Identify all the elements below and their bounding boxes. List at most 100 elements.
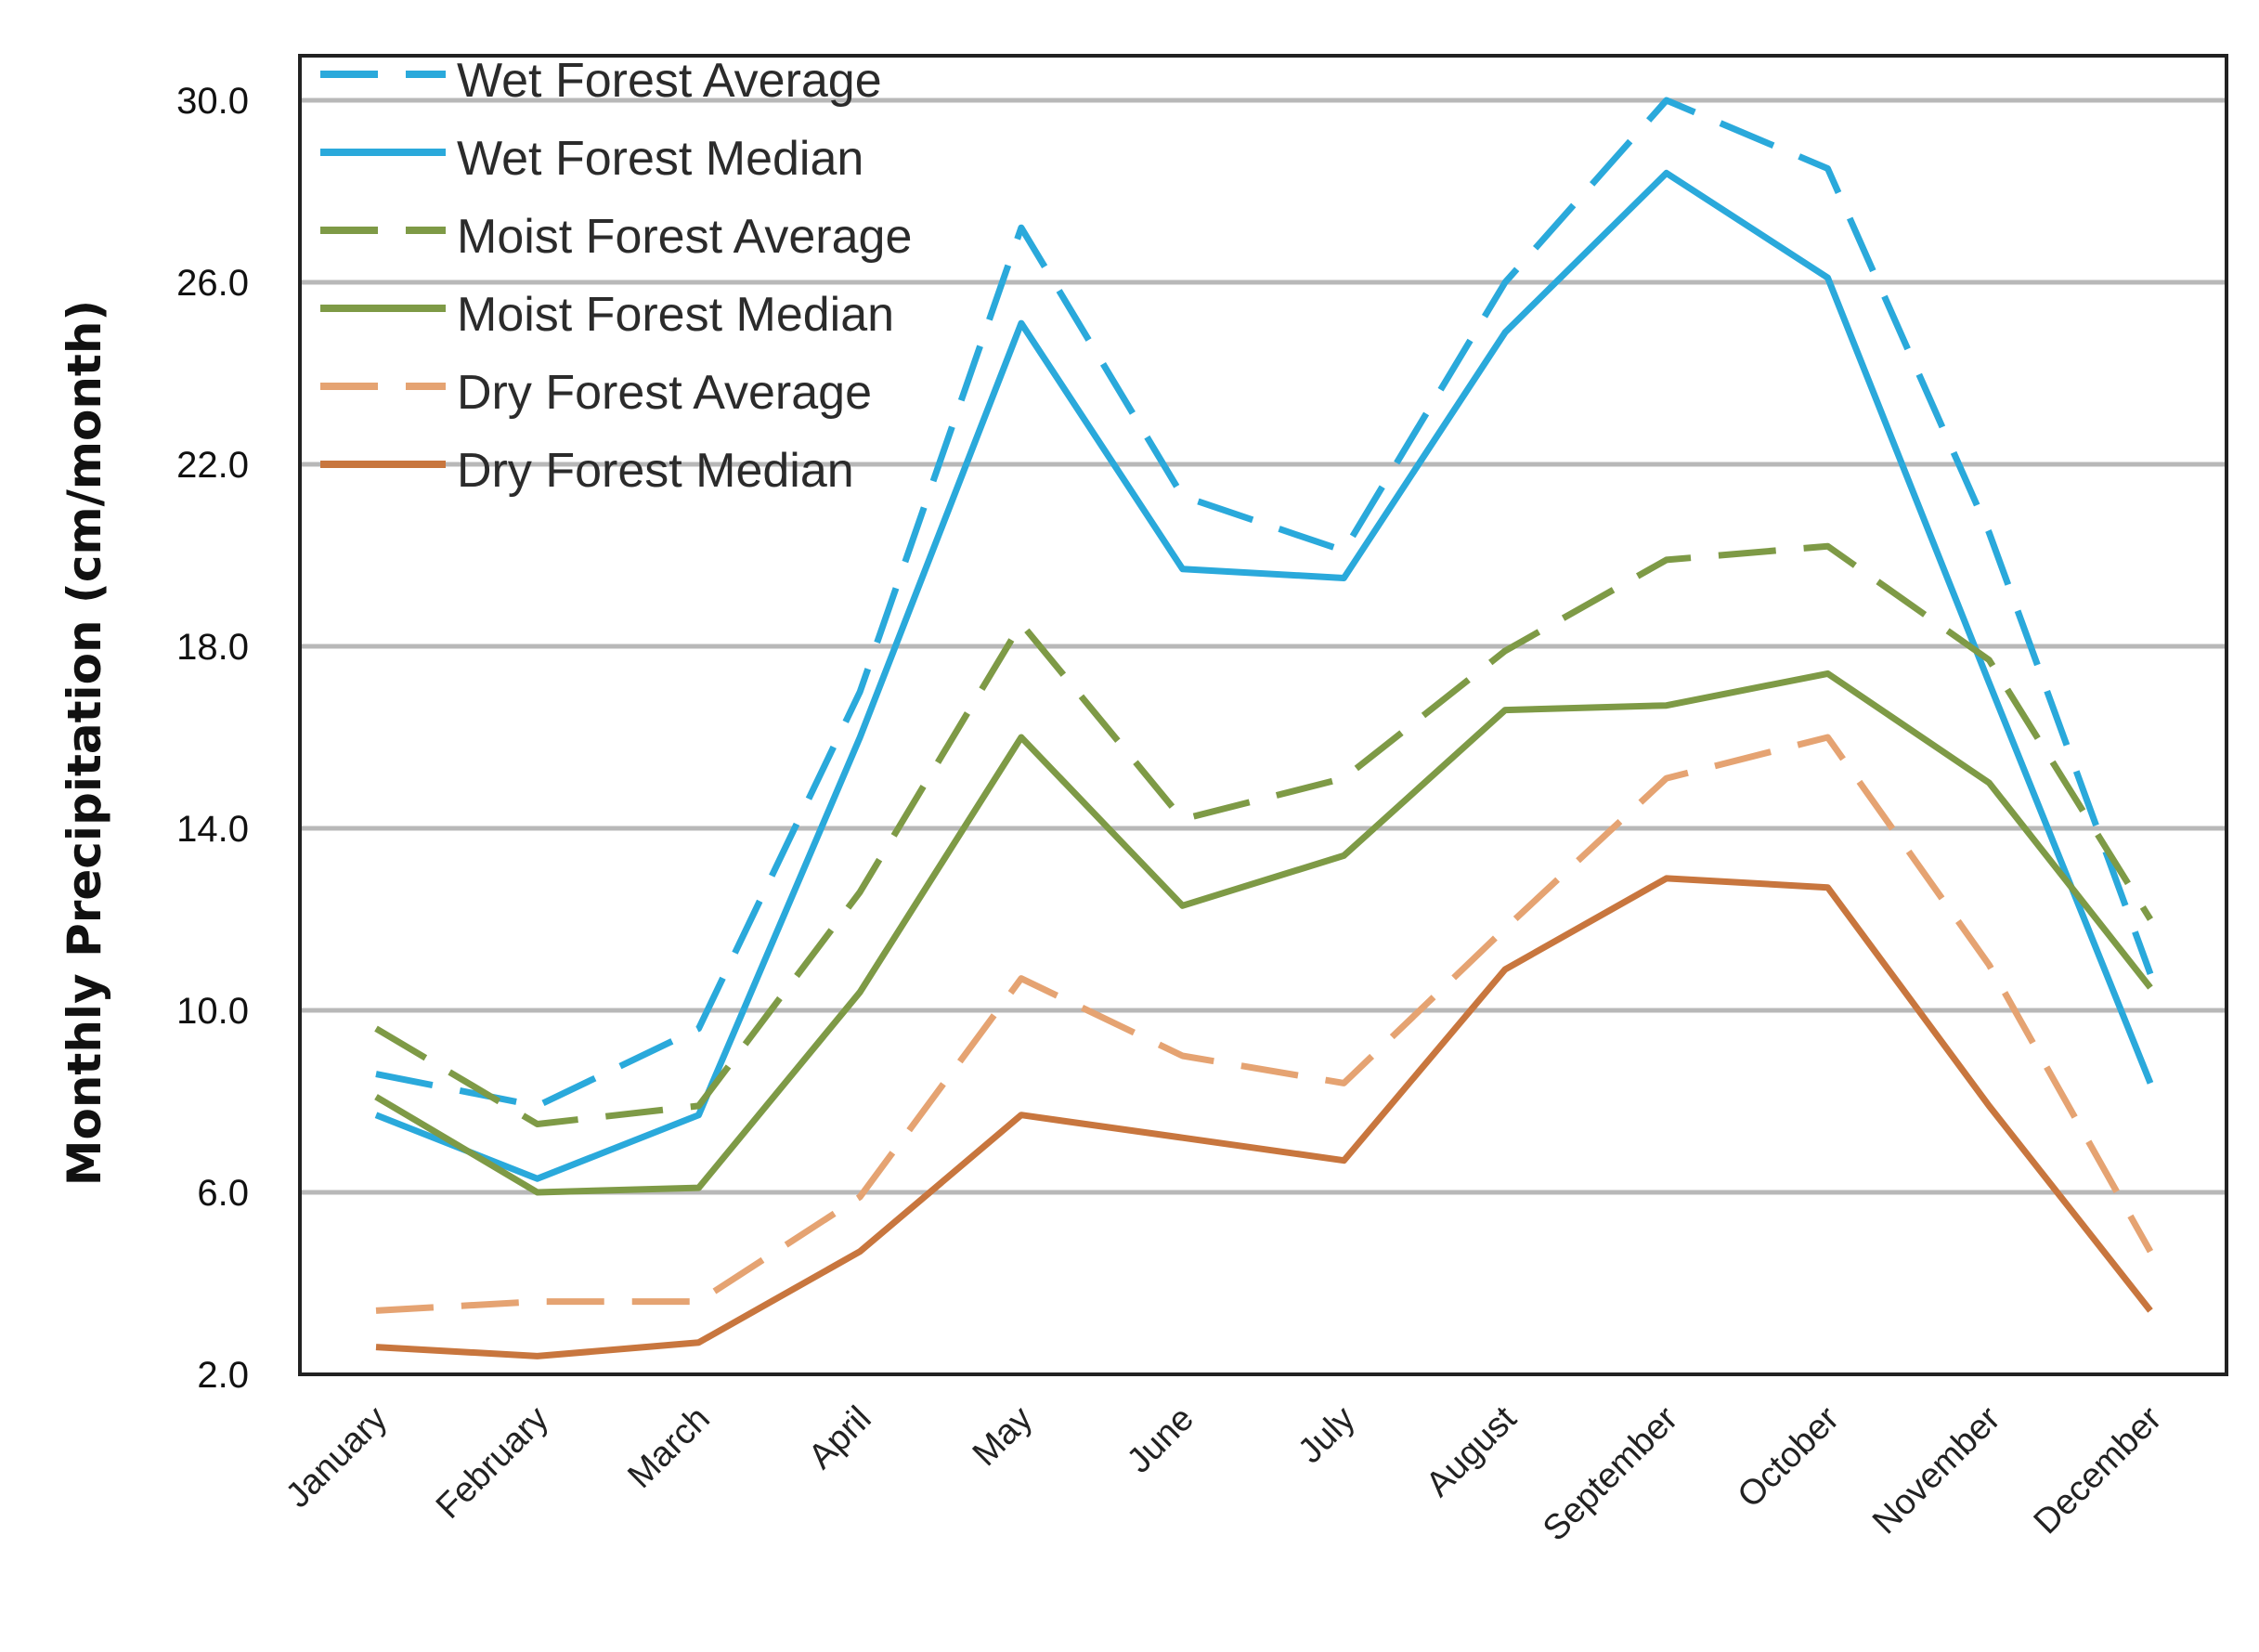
y-axis-label: Monthly Precipitation (cm/month) (58, 300, 111, 1187)
data-point (1501, 707, 1509, 714)
data-point (695, 1298, 702, 1306)
data-point (1501, 279, 1509, 286)
data-point (1018, 620, 1025, 628)
data-point (372, 1093, 380, 1100)
data-point (1985, 657, 1993, 664)
data-point (1663, 169, 1670, 176)
y-tick-label: 30.0 (176, 81, 249, 122)
series-moist-forest-average (372, 542, 2154, 1128)
data-point (695, 1102, 702, 1110)
legend-item[interactable]: Dry Forest Average (320, 366, 872, 420)
data-point (1663, 702, 1670, 709)
data-point (1340, 575, 1347, 582)
legend-label: Moist Forest Average (457, 210, 912, 264)
y-tick-label: 2.0 (197, 1355, 249, 1396)
series-lines (372, 97, 2154, 1359)
data-point (2147, 1079, 2154, 1086)
legend-item[interactable]: Dry Forest Median (320, 444, 854, 498)
data-point (1501, 925, 1509, 932)
data-point (1179, 1134, 1187, 1141)
data-point (1501, 647, 1509, 655)
data-point (1501, 329, 1509, 336)
data-point (1501, 966, 1509, 973)
series-wet-forest-median (372, 169, 2154, 1182)
data-point (1663, 556, 1670, 564)
series-line (375, 875, 2153, 1359)
data-point (1179, 566, 1187, 573)
data-point (1018, 224, 1025, 231)
data-point (2147, 984, 2154, 992)
data-point (1340, 1079, 1347, 1086)
legend-label: Dry Forest Average (457, 366, 872, 420)
data-point (856, 988, 863, 995)
data-point (1340, 547, 1347, 554)
data-point (1824, 542, 1832, 550)
y-tick-label: 10.0 (176, 991, 249, 1032)
data-point (1179, 492, 1187, 500)
data-point (1824, 165, 1832, 173)
data-point (695, 1025, 702, 1033)
data-point (534, 1102, 541, 1110)
data-point (372, 1025, 380, 1033)
data-point (1985, 1102, 1993, 1110)
data-point (856, 889, 863, 896)
data-point (1340, 852, 1347, 859)
legend-item[interactable]: Moist Forest Median (320, 288, 894, 342)
legend[interactable]: Wet Forest Average Wet Forest Median Moist… (320, 54, 912, 498)
series-dry-forest-median (372, 875, 2154, 1359)
data-point (1985, 679, 1993, 686)
legend-item[interactable]: Wet Forest Median (320, 132, 863, 186)
legend-label: Wet Forest Median (457, 132, 863, 186)
data-point (372, 1071, 380, 1078)
series-line (374, 670, 2153, 1196)
data-point (1824, 274, 1832, 281)
data-point (534, 1189, 541, 1196)
series-line (374, 169, 2154, 1182)
series-dry-forest-average (372, 734, 2154, 1314)
data-point (856, 1193, 863, 1201)
data-point (372, 1112, 380, 1119)
series-moist-forest-median (372, 670, 2154, 1196)
data-point (1018, 1112, 1025, 1119)
y-tick-label: 14.0 (176, 809, 249, 850)
data-point (1018, 319, 1025, 327)
data-point (1179, 902, 1187, 909)
legend-item[interactable]: Moist Forest Average (320, 210, 912, 264)
data-point (372, 1344, 380, 1351)
series-line (375, 97, 2154, 1110)
legend-item[interactable]: Wet Forest Average (320, 54, 882, 108)
y-axis-ticks: 2.0 6.0 10.0 14.0 18.0 22.0 26.0 30.0 (176, 81, 249, 1396)
series-line (374, 542, 2153, 1127)
data-point (534, 1352, 541, 1359)
data-point (1824, 670, 1832, 677)
data-point (1179, 1052, 1187, 1060)
data-point (2147, 916, 2154, 923)
data-point (695, 1184, 702, 1191)
data-point (1663, 97, 1670, 104)
data-point (1985, 961, 1993, 969)
legend-label: Dry Forest Median (457, 444, 854, 498)
legend-label: Wet Forest Average (457, 54, 882, 108)
data-point (856, 734, 863, 741)
data-point (856, 688, 863, 696)
data-point (372, 1307, 380, 1314)
data-point (856, 1248, 863, 1255)
data-point (2147, 1307, 2154, 1314)
data-point (1824, 884, 1832, 891)
y-tick-label: 6.0 (197, 1173, 249, 1214)
data-point (1663, 774, 1670, 782)
y-tick-label: 18.0 (176, 627, 249, 668)
data-point (534, 1298, 541, 1306)
data-point (1985, 779, 1993, 787)
data-point (695, 1339, 702, 1346)
data-point (1340, 1157, 1347, 1164)
legend-label: Moist Forest Median (457, 288, 894, 342)
data-point (1018, 734, 1025, 741)
plot-area-frame (298, 54, 2228, 1376)
data-point (534, 1121, 541, 1128)
y-tick-label: 26.0 (176, 263, 249, 304)
data-point (1663, 875, 1670, 882)
data-point (1018, 975, 1025, 982)
data-point (1179, 815, 1187, 823)
